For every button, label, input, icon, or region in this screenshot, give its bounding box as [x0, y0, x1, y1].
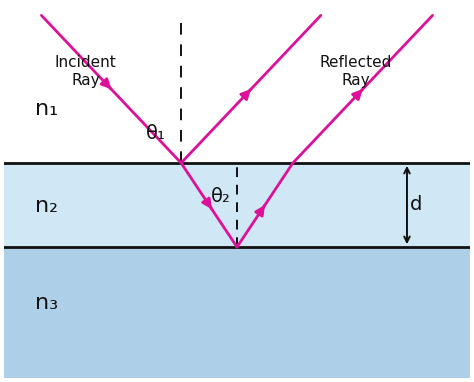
Text: n₁: n₁ [35, 99, 58, 119]
Polygon shape [4, 163, 470, 247]
Text: Reflected
Ray: Reflected Ray [319, 55, 392, 87]
Text: d: d [410, 194, 422, 214]
Text: n₂: n₂ [35, 196, 57, 216]
Text: θ₁: θ₁ [146, 124, 165, 142]
Text: θ₂: θ₂ [211, 187, 231, 206]
Text: n₃: n₃ [35, 293, 58, 313]
Polygon shape [4, 247, 470, 378]
Text: Incident
Ray: Incident Ray [55, 55, 117, 87]
